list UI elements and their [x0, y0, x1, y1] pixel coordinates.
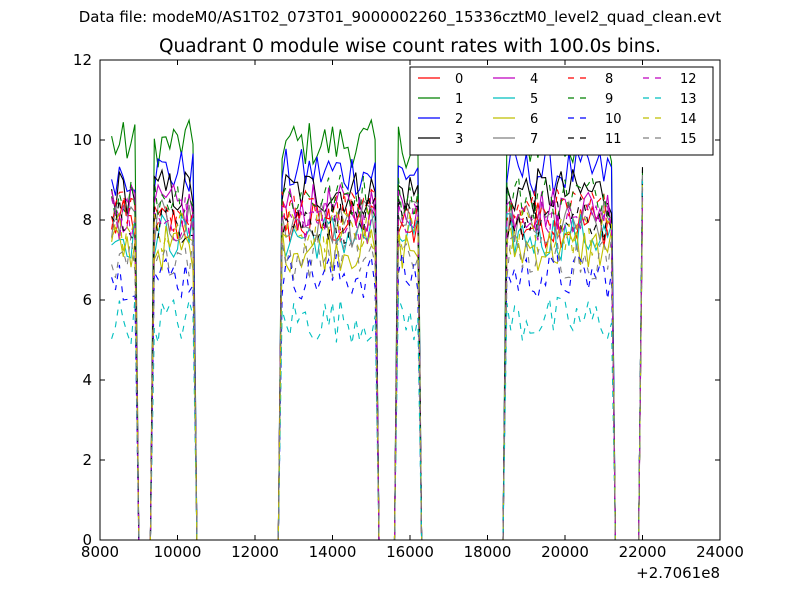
y-tick-label: 10 — [73, 131, 92, 149]
y-tick-label: 12 — [73, 51, 92, 69]
legend-label-7: 7 — [530, 132, 538, 147]
legend-label-8: 8 — [605, 72, 613, 87]
y-tick-label: 4 — [82, 371, 92, 389]
x-tick-label: 22000 — [619, 543, 667, 561]
chart-title: Quadrant 0 module wise count rates with … — [158, 36, 662, 57]
legend-label-2: 2 — [455, 112, 463, 127]
legend-label-1: 1 — [455, 92, 463, 107]
legend-label-11: 11 — [605, 132, 622, 147]
x-offset-label: +2.7061e8 — [636, 564, 720, 582]
series-line-12 — [111, 197, 644, 541]
x-tick-label: 16000 — [386, 543, 434, 561]
y-tick-label: 8 — [82, 211, 92, 229]
suptitle: Data file: modeM0/AS1T02_073T01_90000022… — [78, 8, 722, 26]
x-tick-label: 24000 — [696, 543, 744, 561]
x-tick-label: 20000 — [541, 543, 589, 561]
legend-label-12: 12 — [680, 72, 697, 87]
y-tick-label: 2 — [82, 451, 92, 469]
legend-label-10: 10 — [605, 112, 622, 127]
legend-label-0: 0 — [455, 72, 463, 87]
legend-label-5: 5 — [530, 92, 538, 107]
legend-box — [409, 66, 714, 156]
x-tick-label: 10000 — [154, 543, 202, 561]
axis-ticks: 8000 10000 12000 14000 16000 18000 20000 22000 2… — [73, 51, 744, 561]
legend-label-3: 3 — [455, 132, 463, 147]
legend-label-14: 14 — [680, 112, 697, 127]
x-tick-label: 14000 — [309, 543, 357, 561]
legend-label-15: 15 — [680, 132, 697, 147]
legend-label-4: 4 — [530, 72, 538, 87]
legend-label-9: 9 — [605, 92, 613, 107]
legend-label-6: 6 — [530, 112, 538, 127]
legend-label-13: 13 — [680, 92, 697, 107]
y-tick-label: 0 — [82, 531, 92, 549]
x-tick-label: 18000 — [464, 543, 512, 561]
plot-lines — [111, 118, 644, 541]
y-tick-label: 6 — [82, 291, 92, 309]
x-tick-label: 12000 — [231, 543, 279, 561]
x-tick-label: 8000 — [81, 543, 119, 561]
